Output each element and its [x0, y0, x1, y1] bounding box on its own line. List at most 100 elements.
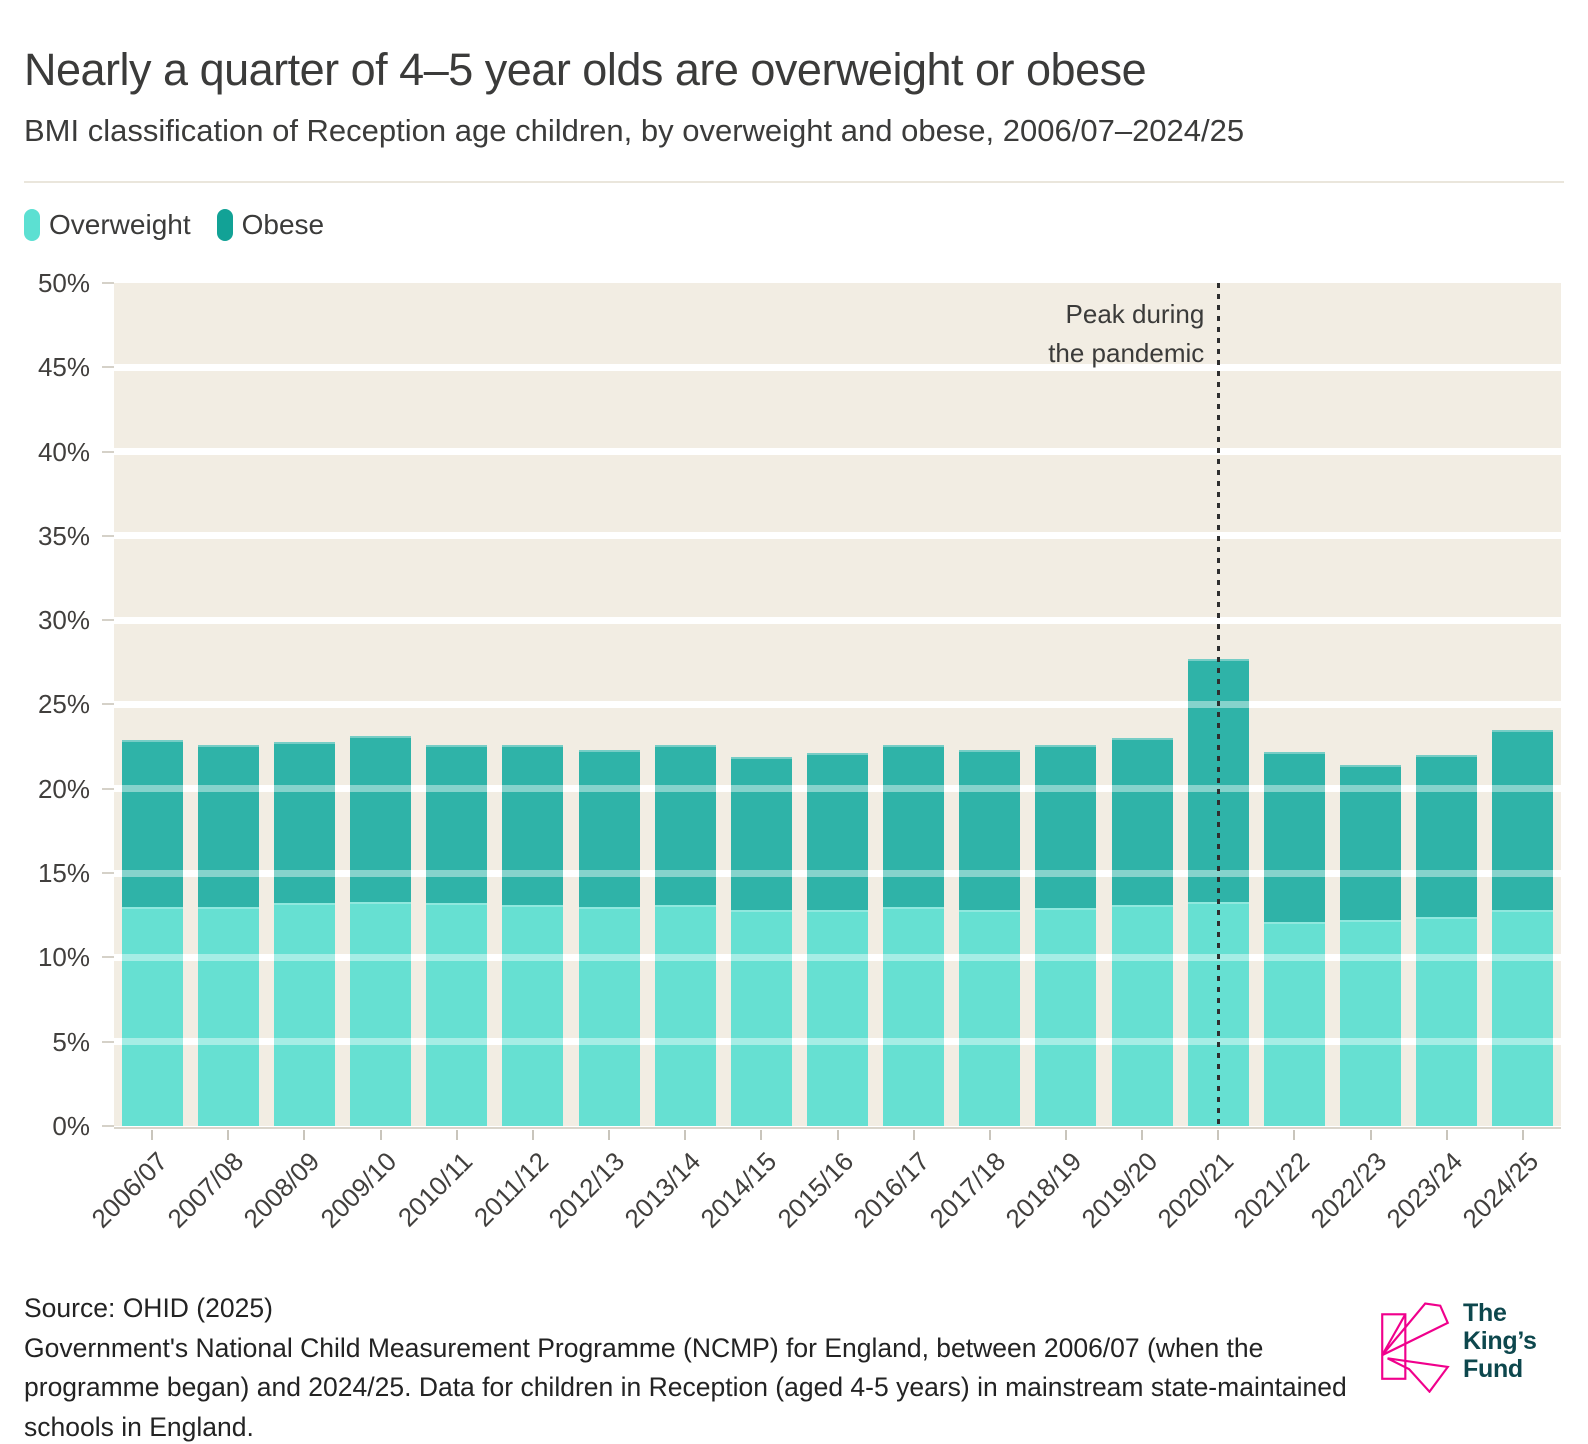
bar-overweight-2017-18[interactable] [959, 910, 1021, 1126]
bar-overweight-2013-14[interactable] [654, 905, 716, 1126]
obese-swatch-icon [216, 208, 233, 241]
x-tick [760, 1129, 763, 1140]
bar-overweight-2023-24[interactable] [1416, 916, 1478, 1126]
logo-line-kings: King’s [1463, 1326, 1537, 1355]
bar-obese-2007-08[interactable] [197, 744, 259, 907]
bar-overweight-2024-25[interactable] [1492, 910, 1554, 1126]
bar-obese-2023-24[interactable] [1416, 755, 1478, 917]
bar-obese-2006-07[interactable] [121, 739, 183, 907]
x-tick [1141, 1129, 1144, 1140]
y-tick-label: 25% [37, 689, 90, 720]
gridline [114, 532, 1561, 540]
x-tick [1445, 1129, 1448, 1140]
y-tick-label: 35% [37, 520, 90, 551]
bar-overweight-2021-22[interactable] [1263, 921, 1325, 1126]
bar-obese-2021-22[interactable] [1263, 751, 1325, 922]
x-tick [1064, 1129, 1067, 1140]
x-tick [684, 1129, 687, 1140]
legend-item-overweight: Overweight [24, 208, 191, 241]
bar-overweight-2010-11[interactable] [426, 903, 488, 1126]
bar-obese-2010-11[interactable] [426, 744, 488, 904]
plot-area: Peak during the pandemic [114, 282, 1561, 1129]
pandemic-peak-annotation: Peak during the pandemic [1048, 295, 1204, 373]
bar-obese-2015-16[interactable] [807, 753, 868, 911]
x-tick [379, 1129, 382, 1140]
bar-obese-2011-12[interactable] [502, 744, 564, 906]
gridline-overlay [114, 869, 1561, 877]
x-tick [1521, 1129, 1524, 1140]
chart-title: Nearly a quarter of 4–5 year olds are ov… [24, 44, 1147, 95]
y-tick-label: 30% [37, 605, 90, 636]
source-note: Source: OHID (2025) Government's Nationa… [24, 1289, 1359, 1444]
x-tick [608, 1129, 611, 1140]
bar-overweight-2012-13[interactable] [578, 906, 640, 1126]
overweight-swatch-icon [24, 208, 40, 241]
gridline [114, 448, 1561, 456]
bar-obese-2019-20[interactable] [1111, 738, 1173, 906]
x-tick [303, 1129, 306, 1140]
y-tick [102, 703, 114, 706]
bar-obese-2018-19[interactable] [1035, 744, 1097, 909]
x-axis: 2006/07 2007/08 2008/09 2009/10 2010/11 2011/… [24, 1126, 1564, 1286]
pandemic-peak-line [1216, 282, 1220, 1126]
chart-subtitle: BMI classification of Reception age chil… [24, 112, 1245, 148]
bar-obese-2016-17[interactable] [883, 744, 945, 907]
bar-obese-2014-15[interactable] [730, 756, 792, 911]
y-tick [102, 787, 114, 790]
bar-obese-2008-09[interactable] [273, 741, 335, 904]
y-tick-label: 15% [37, 858, 90, 889]
bar-overweight-2014-15[interactable] [730, 910, 792, 1126]
kings-fund-logo-text: The King’s Fund [1463, 1299, 1537, 1383]
y-tick [102, 956, 114, 959]
gridline-overlay [114, 363, 1561, 371]
gridline-overlay [114, 785, 1561, 793]
gridline [114, 616, 1561, 624]
y-tick-label: 40% [37, 436, 90, 467]
bar-overweight-2016-17[interactable] [883, 906, 945, 1126]
legend-label-obese: Obese [241, 208, 325, 240]
annotation-line: the pandemic [1048, 337, 1205, 368]
bar-overweight-2018-19[interactable] [1035, 908, 1097, 1126]
y-tick [102, 619, 114, 622]
bar-overweight-2009-10[interactable] [350, 901, 412, 1126]
x-tick [151, 1129, 154, 1140]
bar-overweight-2007-08[interactable] [197, 906, 259, 1126]
bar-obese-2017-18[interactable] [959, 749, 1021, 911]
bar-overweight-2006-07[interactable] [121, 906, 183, 1126]
x-tick [1293, 1129, 1296, 1140]
gridline-overlay [114, 700, 1561, 708]
y-tick [102, 281, 114, 284]
legend: Overweight Obese [24, 207, 1564, 243]
x-tick [1217, 1129, 1220, 1140]
x-tick-label: 2006/07 [85, 1145, 174, 1234]
bar-obese-2012-13[interactable] [578, 749, 640, 907]
gridline-overlay [114, 1038, 1561, 1046]
bar-obese-2022-23[interactable] [1340, 765, 1402, 921]
x-tick [1369, 1129, 1372, 1140]
y-tick [102, 450, 114, 453]
bar-overweight-2019-20[interactable] [1111, 905, 1173, 1126]
footer: Source: OHID (2025) Government's Nationa… [24, 1289, 1564, 1444]
legend-label-overweight: Overweight [49, 208, 191, 240]
bar-obese-2013-14[interactable] [654, 744, 716, 906]
logo-line-the: The [1463, 1298, 1507, 1327]
bar-overweight-2022-23[interactable] [1340, 920, 1402, 1126]
bar-overweight-2011-12[interactable] [502, 905, 564, 1126]
bar-overweight-2008-09[interactable] [273, 903, 335, 1126]
kings-fund-logo: The King’s Fund [1379, 1299, 1537, 1393]
bar-obese-2009-10[interactable] [350, 736, 412, 902]
gridline-overlay [114, 616, 1561, 624]
source-line: Source: OHID (2025) [24, 1292, 273, 1323]
bar-overweight-2015-16[interactable] [807, 910, 868, 1126]
bar-obese-2024-25[interactable] [1492, 729, 1554, 911]
x-tick [912, 1129, 915, 1140]
y-tick-label: 45% [37, 352, 90, 383]
gridline [114, 363, 1561, 371]
kings-fund-logo-mark [1381, 1302, 1450, 1393]
x-tick [531, 1129, 534, 1140]
y-tick-label: 5% [52, 1026, 90, 1057]
divider [24, 180, 1564, 183]
y-tick [102, 366, 114, 369]
gridline-overlay [114, 532, 1561, 540]
note-line: Government's National Child Measurement … [24, 1332, 1347, 1443]
